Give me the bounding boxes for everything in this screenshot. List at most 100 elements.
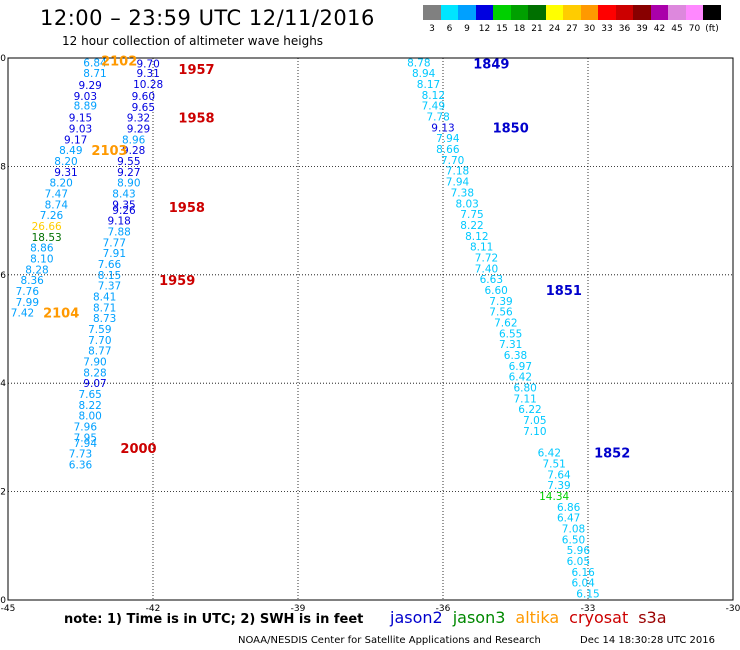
color-swatch xyxy=(423,5,441,20)
pass-time-label: 1849 xyxy=(473,57,509,72)
color-swatch xyxy=(545,5,563,20)
color-swatch xyxy=(493,5,511,20)
wave-height-value: 7.96 xyxy=(74,422,98,434)
wave-height-value: 6.15 xyxy=(576,588,599,600)
wave-height-value: 8.22 xyxy=(460,220,483,232)
color-scale-label: 9 xyxy=(464,24,470,34)
wave-height-value: 7.08 xyxy=(562,523,585,535)
color-swatch xyxy=(440,5,458,20)
legend-item-jason2: jason2 xyxy=(390,608,443,627)
color-scale-label: 39 xyxy=(636,24,648,34)
wave-height-value: 7.38 xyxy=(451,187,474,199)
wave-height-value: 5.96 xyxy=(567,545,591,557)
color-scale-label: 12 xyxy=(478,24,491,34)
x-tick-label: -39 xyxy=(291,604,306,614)
wave-height-value: 6.63 xyxy=(480,274,503,286)
color-scale-label: 27 xyxy=(566,24,578,34)
chart-title: 12:00 – 23:59 UTC 12/11/2016 xyxy=(40,6,375,30)
y-tick-label: 2 xyxy=(0,488,6,498)
credit-line: NOAA/NESDIS Center for Satellite Applica… xyxy=(238,635,541,646)
wave-height-value: 9.27 xyxy=(117,167,140,179)
color-scale-label: 33 xyxy=(601,24,613,34)
plot-frame xyxy=(7,57,734,601)
data-marks: 6.848.719.299.038.899.159.039.178.498.20… xyxy=(11,55,630,601)
y-tick-label: 4 xyxy=(0,379,6,389)
wave-height-value: 8.71 xyxy=(83,68,106,80)
color-swatch xyxy=(528,5,546,20)
color-swatch xyxy=(475,5,493,20)
wave-height-value: 6.22 xyxy=(518,404,541,416)
wave-height-value: 9.35 xyxy=(112,199,135,211)
wave-height-value: 9.17 xyxy=(64,134,87,146)
pass-time-label: 1958 xyxy=(178,112,214,127)
wave-height-value: 9.29 xyxy=(127,123,150,135)
wave-height-value: 9.07 xyxy=(83,378,106,390)
wave-height-value: 9.31 xyxy=(136,68,159,80)
pass-time-label: 1958 xyxy=(169,201,205,216)
color-scale-label: (ft) xyxy=(705,24,719,34)
color-scale-label: 70 xyxy=(688,24,701,34)
wave-height-value: 8.43 xyxy=(112,189,135,201)
wave-height-value: 6.42 xyxy=(538,448,561,460)
x-tick-label: -30 xyxy=(726,604,740,614)
wave-height-value: 10.28 xyxy=(133,79,163,91)
wave-height-value: 6.60 xyxy=(484,285,507,297)
grid-lines xyxy=(8,58,733,600)
wave-height-value: 6.47 xyxy=(557,513,580,525)
color-swatch xyxy=(633,5,651,20)
color-swatch xyxy=(668,5,686,20)
wave-height-value: 7.94 xyxy=(436,133,460,145)
wave-height-value: 8.11 xyxy=(470,242,493,254)
wave-height-value: 8.17 xyxy=(417,79,440,91)
wave-height-value: 6.50 xyxy=(562,534,585,546)
wave-height-value: 6.42 xyxy=(509,372,532,384)
pass-time-label: 2104 xyxy=(43,307,79,322)
wave-height-value: 7.99 xyxy=(16,297,39,309)
wave-height-value: 14.34 xyxy=(539,491,569,503)
x-tick-label: -45 xyxy=(1,604,16,614)
wave-height-value: 9.70 xyxy=(136,58,159,70)
wave-height-value: 9.26 xyxy=(112,205,136,217)
wave-height-value: 9.18 xyxy=(107,216,130,228)
pass-time-label: 2000 xyxy=(120,442,156,457)
color-scale-label: 21 xyxy=(531,24,543,34)
satellite-legend: jason2 jason3 altika cryosat s3a xyxy=(390,608,677,627)
wave-height-value: 9.28 xyxy=(122,145,145,157)
wave-height-value: 7.47 xyxy=(45,189,68,201)
wave-height-value: 7.66 xyxy=(98,259,122,271)
wave-height-value: 6.16 xyxy=(571,567,595,579)
color-scale-label: 6 xyxy=(446,24,453,34)
wave-height-value: 9.65 xyxy=(132,102,155,114)
wave-height-value: 6.36 xyxy=(69,460,93,472)
pass-time-label: 1850 xyxy=(493,121,529,136)
wave-height-value: 7.42 xyxy=(11,308,34,320)
wave-height-value: 8.15 xyxy=(98,270,121,282)
pass-time-label: 1959 xyxy=(159,274,195,289)
wave-height-value: 8.89 xyxy=(74,101,97,113)
wave-height-value: 7.56 xyxy=(489,307,513,319)
wave-height-value: 7.39 xyxy=(489,296,512,308)
x-tick-label: -33 xyxy=(581,604,596,614)
y-tick-label: 10 xyxy=(0,54,6,64)
pass-time-label: 2103 xyxy=(91,144,127,159)
wave-height-value: 9.03 xyxy=(69,123,92,135)
color-scale-label: 36 xyxy=(618,24,631,34)
color-scale-label: 24 xyxy=(548,24,561,34)
wave-height-value: 8.41 xyxy=(93,291,116,303)
wave-height-value: 6.04 xyxy=(571,578,595,590)
color-swatch xyxy=(685,5,703,20)
wave-height-value: 7.31 xyxy=(499,339,522,351)
wave-height-value: 8.12 xyxy=(465,231,488,243)
color-scale-label: 3 xyxy=(429,24,435,34)
wave-height-value: 6.97 xyxy=(509,361,532,373)
wave-height-value: 7.65 xyxy=(78,389,101,401)
wave-height-value: 8.90 xyxy=(117,178,140,190)
wave-height-value: 7.62 xyxy=(494,317,517,329)
timestamp: Dec 14 18:30:28 UTC 2016 xyxy=(580,635,715,646)
wave-height-value: 7.11 xyxy=(513,393,536,405)
wave-height-value: 9.55 xyxy=(117,156,140,168)
pass-time-label: 1851 xyxy=(546,284,582,299)
legend-item-jason3: jason3 xyxy=(452,608,506,627)
wave-height-value: 7.39 xyxy=(547,480,570,492)
